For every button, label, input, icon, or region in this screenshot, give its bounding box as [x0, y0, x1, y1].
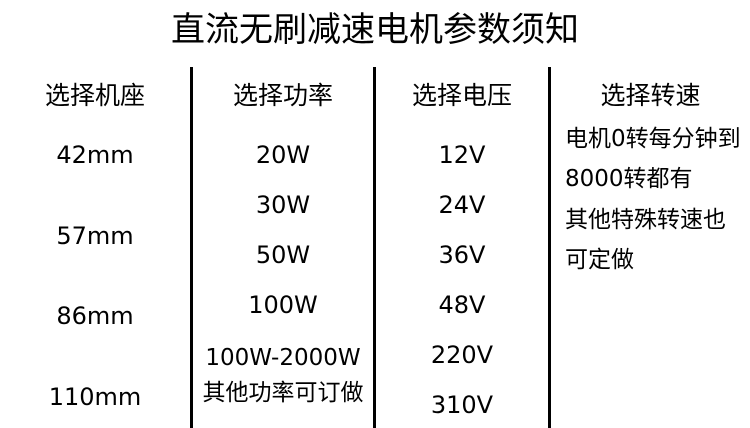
speed-note-line-3: 其他特殊转速也: [565, 207, 726, 233]
cell-voltage-6: 310V: [430, 391, 494, 419]
page-title: 直流无刷减速电机参数须知: [171, 10, 579, 50]
cell-power-1: 20W: [255, 141, 311, 169]
column-header-speed: 选择转速: [600, 81, 701, 110]
column-frame-size: 选择机座 42mm 57mm 86mm 110mm: [0, 67, 190, 428]
cell-frame-size-2: 57mm: [56, 222, 134, 250]
column-voltage: 选择电压 12V 24V 36V 48V 220V 310V: [376, 67, 548, 428]
cell-power-4: 100W: [248, 291, 318, 319]
speed-note-line-4: 可定做: [565, 247, 634, 273]
column-speed: 选择转速 电机0转每分钟到 8000转都有 其他特殊转速也 可定做: [551, 67, 750, 428]
cell-voltage-3: 36V: [438, 241, 486, 269]
column-divider-1: [190, 67, 193, 428]
column-power: 选择功率 20W 30W 50W 100W 100W-2000W 其他功率可订做: [193, 67, 373, 428]
speed-note-line-1: 电机0转每分钟到: [565, 126, 741, 152]
cell-frame-size-1: 42mm: [56, 141, 134, 169]
column-header-voltage: 选择电压: [411, 81, 512, 110]
cell-voltage-1: 12V: [438, 141, 486, 169]
column-divider-3: [548, 67, 551, 428]
cell-power-3: 50W: [255, 241, 311, 269]
cell-frame-size-4: 110mm: [48, 383, 142, 411]
cell-frame-size-3: 86mm: [56, 302, 134, 330]
cell-voltage-5: 220V: [430, 341, 494, 369]
column-header-power: 选择功率: [232, 81, 333, 110]
cell-voltage-2: 24V: [438, 191, 486, 219]
cell-power-5: 100W-2000W: [205, 345, 361, 371]
speed-note-line-2: 8000转都有: [565, 166, 693, 192]
cell-power-2: 30W: [255, 191, 311, 219]
column-header-frame-size: 选择机座: [44, 81, 145, 110]
column-divider-2: [373, 67, 376, 428]
cell-voltage-4: 48V: [438, 291, 486, 319]
cell-power-6: 其他功率可订做: [202, 380, 364, 406]
